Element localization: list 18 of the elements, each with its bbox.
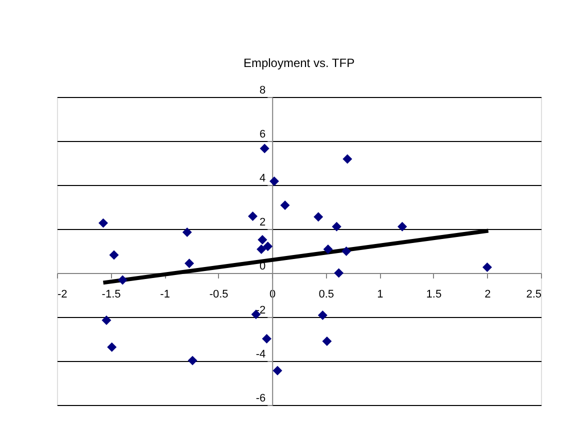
y-tick-label: 6 — [259, 128, 266, 140]
x-tick-label: 2.5 — [526, 288, 542, 300]
y-tick-label: -6 — [256, 392, 266, 404]
x-tick-label: 2 — [484, 288, 491, 300]
x-tick-label: 1 — [377, 288, 384, 300]
x-tick-label: -1.5 — [102, 288, 121, 300]
x-tick-label: 0.5 — [318, 288, 334, 300]
y-tick-label: 2 — [259, 216, 266, 228]
y-tick-label: 8 — [259, 84, 266, 96]
y-tick-label: -2 — [256, 304, 266, 316]
x-tick-label: -0.5 — [209, 288, 228, 300]
y-tick-label: -4 — [256, 348, 266, 360]
chart-title: Employment vs. TFP — [243, 56, 355, 70]
x-tick-label: 0 — [270, 288, 276, 300]
x-tick-label: -1 — [160, 288, 170, 300]
y-tick-label: 4 — [259, 172, 266, 184]
x-tick-label: 1.5 — [426, 288, 442, 300]
x-tick-label: -2 — [58, 288, 68, 300]
